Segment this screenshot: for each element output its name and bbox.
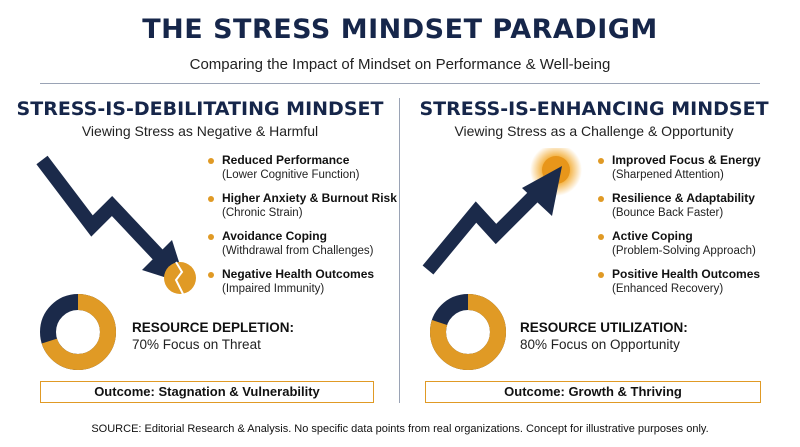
right-resource-donut bbox=[430, 294, 506, 370]
item-title: Resilience & Adaptability bbox=[612, 191, 755, 205]
right-resource-block: RESOURCE UTILIZATION: 80% Focus on Oppor… bbox=[520, 320, 688, 352]
item-detail: (Bounce Back Faster) bbox=[612, 207, 724, 219]
item-title: Higher Anxiety & Burnout Risk bbox=[222, 191, 397, 205]
list-item: Reduced Performance (Lower Cognitive Fun… bbox=[208, 153, 408, 183]
list-item: Active Coping (Problem-Solving Approach) bbox=[598, 229, 798, 259]
item-detail: (Chronic Strain) bbox=[222, 207, 303, 219]
page-subtitle: Comparing the Impact of Mindset on Perfo… bbox=[189, 56, 611, 73]
left-resource-donut bbox=[40, 294, 116, 370]
resource-title: RESOURCE DEPLETION: bbox=[132, 320, 295, 335]
donut-segment bbox=[40, 294, 116, 370]
list-item: Improved Focus & Energy (Sharpened Atten… bbox=[598, 153, 798, 183]
source-footnote: SOURCE: Editorial Research & Analysis. N… bbox=[91, 423, 709, 435]
item-title: Reduced Performance bbox=[222, 153, 350, 167]
page-title: THE STRESS MINDSET PARADIGM bbox=[142, 14, 658, 45]
resource-title: RESOURCE UTILIZATION: bbox=[520, 320, 688, 335]
right-panel-subheading: Viewing Stress as a Challenge & Opportun… bbox=[454, 123, 734, 139]
center-divider bbox=[399, 98, 400, 403]
left-panel-heading: STRESS-IS-DEBILITATING MINDSET bbox=[16, 98, 384, 120]
list-item: Resilience & Adaptability (Bounce Back F… bbox=[598, 191, 798, 221]
downward-arrow-icon bbox=[36, 155, 196, 295]
left-resource-block: RESOURCE DEPLETION: 70% Focus on Threat bbox=[132, 320, 294, 352]
left-effects-list: Reduced Performance (Lower Cognitive Fun… bbox=[208, 153, 408, 305]
left-panel-subheading: Viewing Stress as Negative & Harmful bbox=[81, 123, 319, 139]
item-title: Negative Health Outcomes bbox=[222, 267, 375, 281]
right-effects-list: Improved Focus & Energy (Sharpened Atten… bbox=[598, 153, 798, 305]
right-panel-heading: STRESS-IS-ENHANCING MINDSET bbox=[419, 98, 769, 120]
donut-segment bbox=[430, 294, 506, 370]
item-detail: (Problem-Solving Approach) bbox=[612, 245, 756, 257]
header-divider bbox=[40, 83, 760, 84]
right-outcome-box: Outcome: Growth & Thriving bbox=[425, 381, 761, 403]
item-detail: (Sharpened Attention) bbox=[612, 169, 724, 181]
item-detail: (Lower Cognitive Function) bbox=[222, 169, 360, 181]
item-title: Improved Focus & Energy bbox=[612, 153, 761, 167]
item-detail: (Impaired Immunity) bbox=[222, 283, 325, 295]
left-outcome-box: Outcome: Stagnation & Vulnerability bbox=[40, 381, 374, 403]
item-title: Active Coping bbox=[612, 229, 693, 243]
item-title: Positive Health Outcomes bbox=[612, 267, 761, 281]
resource-detail: 70% Focus on Threat bbox=[132, 337, 261, 352]
list-item: Higher Anxiety & Burnout Risk (Chronic S… bbox=[208, 191, 408, 221]
list-item: Negative Health Outcomes (Impaired Immun… bbox=[208, 267, 408, 297]
upward-arrow-icon bbox=[422, 148, 582, 275]
item-detail: (Withdrawal from Challenges) bbox=[222, 245, 374, 257]
resource-detail: 80% Focus on Opportunity bbox=[520, 337, 680, 352]
item-detail: (Enhanced Recovery) bbox=[612, 283, 724, 295]
list-item: Positive Health Outcomes (Enhanced Recov… bbox=[598, 267, 798, 297]
broken-coin-icon bbox=[164, 261, 196, 295]
item-title: Avoidance Coping bbox=[222, 229, 327, 243]
list-item: Avoidance Coping (Withdrawal from Challe… bbox=[208, 229, 408, 259]
